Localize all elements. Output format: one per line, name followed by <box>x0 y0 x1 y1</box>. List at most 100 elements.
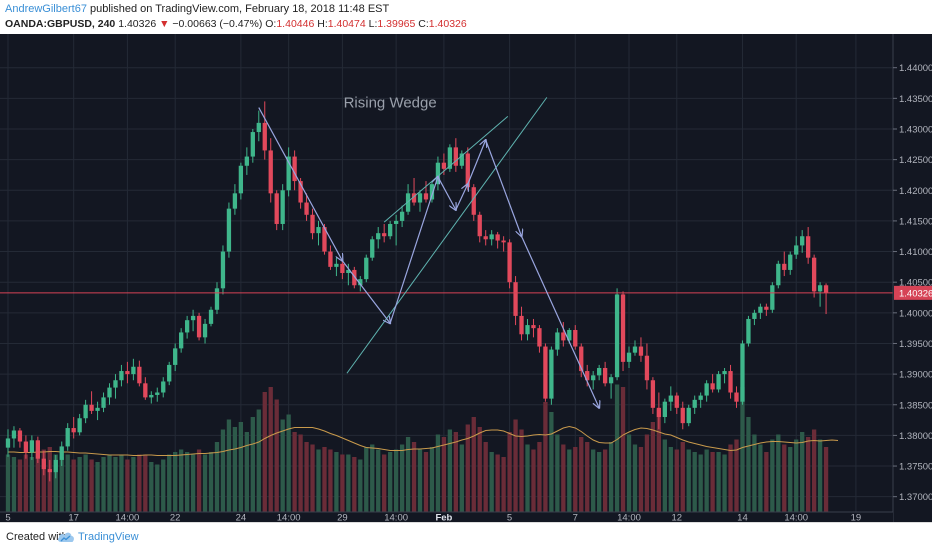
candle-body[interactable] <box>638 346 644 356</box>
candle-body[interactable] <box>250 132 255 157</box>
candle-body[interactable] <box>806 236 811 258</box>
pattern-arrow[interactable] <box>485 139 522 236</box>
candle-body[interactable] <box>489 234 494 240</box>
candle-body[interactable] <box>453 147 458 166</box>
candle-body[interactable] <box>823 285 829 293</box>
candle-body[interactable] <box>208 309 214 324</box>
candle-body[interactable] <box>555 332 560 350</box>
candle-body[interactable] <box>59 446 64 460</box>
candle-body[interactable] <box>244 156 249 166</box>
candle-body[interactable] <box>280 190 285 224</box>
chart-area[interactable]: Rising Wedge 1.44000 1.43500 1.43000 1.42500… <box>0 34 932 522</box>
candle-body[interactable] <box>405 193 411 212</box>
candle-body[interactable] <box>202 323 208 338</box>
candle-body[interactable] <box>579 346 584 372</box>
candle-body[interactable] <box>525 325 530 335</box>
candle-body[interactable] <box>370 239 375 258</box>
candle-body[interactable] <box>322 227 327 252</box>
candle-body[interactable] <box>238 165 244 194</box>
candle-body[interactable] <box>83 404 88 419</box>
candle-body[interactable] <box>328 251 333 267</box>
candle-body[interactable] <box>644 355 650 381</box>
candle-body[interactable] <box>196 315 202 338</box>
candle-body[interactable] <box>393 220 399 224</box>
candle-body[interactable] <box>794 245 799 255</box>
author-link[interactable]: AndrewGilbert67 <box>5 3 87 15</box>
candle-body[interactable] <box>65 428 70 447</box>
candle-body[interactable] <box>608 377 614 384</box>
candle-body[interactable] <box>423 193 429 200</box>
candle-body[interactable] <box>316 227 321 234</box>
candle-body[interactable] <box>519 315 524 335</box>
pattern-arrow[interactable] <box>389 177 438 324</box>
candle-body[interactable] <box>549 349 554 399</box>
candle-body[interactable] <box>597 367 602 376</box>
candle-body[interactable] <box>680 407 685 424</box>
candle-body[interactable] <box>746 318 751 344</box>
candle-body[interactable] <box>101 397 106 408</box>
candle-body[interactable] <box>561 332 566 341</box>
candle-body[interactable] <box>119 371 124 381</box>
candle-body[interactable] <box>800 236 805 246</box>
candle-body[interactable] <box>71 428 76 433</box>
wedge-upper-trendline[interactable] <box>383 116 509 223</box>
candle-body[interactable] <box>692 399 697 408</box>
candle-body[interactable] <box>782 263 787 270</box>
candle-body[interactable] <box>704 383 709 396</box>
candle-body[interactable] <box>722 371 727 375</box>
candle-body[interactable] <box>5 438 11 448</box>
candle-body[interactable] <box>53 459 58 473</box>
tradingview-link[interactable]: TradingView <box>78 531 139 543</box>
candle-body[interactable] <box>11 430 17 439</box>
candle-body[interactable] <box>776 263 781 286</box>
candle-body[interactable] <box>459 153 464 166</box>
candle-body[interactable] <box>620 294 626 362</box>
candle-body[interactable] <box>591 375 596 381</box>
candle-body[interactable] <box>531 325 536 329</box>
candle-body[interactable] <box>465 153 470 188</box>
wedge-lower-trendline[interactable] <box>346 97 548 374</box>
candle-body[interactable] <box>35 440 40 459</box>
candle-body[interactable] <box>495 234 500 241</box>
candle-body[interactable] <box>292 156 297 182</box>
pattern-arrow[interactable] <box>455 184 468 211</box>
candle-body[interactable] <box>173 348 178 365</box>
candle-body[interactable] <box>614 294 620 378</box>
candle-body[interactable] <box>274 193 279 224</box>
candle-body[interactable] <box>662 401 667 418</box>
candle-body[interactable] <box>41 458 46 470</box>
candle-body[interactable] <box>429 184 435 200</box>
candle-body[interactable] <box>137 366 142 384</box>
candle-body[interactable] <box>77 418 82 433</box>
candle-body[interactable] <box>304 202 309 215</box>
candle-body[interactable] <box>650 380 656 408</box>
candle-body[interactable] <box>376 233 381 240</box>
candle-body[interactable] <box>656 407 662 418</box>
pattern-arrow[interactable] <box>258 107 343 261</box>
candle-body[interactable] <box>477 214 482 237</box>
candle-body[interactable] <box>256 122 261 133</box>
candle-body[interactable] <box>334 263 339 267</box>
candle-body[interactable] <box>161 381 166 393</box>
candle-body[interactable] <box>125 371 130 375</box>
candle-body[interactable] <box>358 279 363 286</box>
candle-body[interactable] <box>471 187 476 215</box>
candle-body[interactable] <box>382 233 387 237</box>
candle-body[interactable] <box>346 269 351 273</box>
candle-body[interactable] <box>513 282 518 316</box>
candle-body[interactable] <box>340 263 345 273</box>
candle-body[interactable] <box>298 181 303 203</box>
candle-body[interactable] <box>734 392 739 402</box>
candle-body[interactable] <box>716 374 721 390</box>
candle-body[interactable] <box>686 407 691 424</box>
candle-body[interactable] <box>232 193 238 209</box>
candle-body[interactable] <box>585 371 590 381</box>
candle-body[interactable] <box>95 407 100 411</box>
pattern-arrow[interactable] <box>520 235 600 408</box>
candle-body[interactable] <box>411 193 417 203</box>
candle-body[interactable] <box>698 395 703 400</box>
candle-body[interactable] <box>310 214 315 234</box>
candle-body[interactable] <box>352 269 357 286</box>
candle-body[interactable] <box>107 387 112 398</box>
candle-body[interactable] <box>131 366 136 375</box>
